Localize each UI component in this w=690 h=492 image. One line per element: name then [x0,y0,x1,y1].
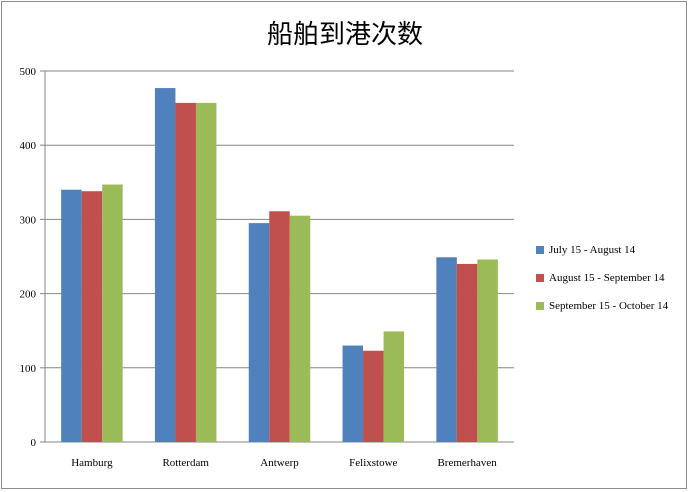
bar [102,184,123,442]
legend-item-series-3: September 15 - October 14 [536,292,668,320]
bar [363,350,384,442]
y-tick-label: 200 [20,289,37,301]
y-tick-label: 500 [20,66,37,78]
bar [175,102,196,442]
y-tick-label: 400 [20,140,37,152]
bar [195,102,217,442]
bar [342,345,364,442]
y-tick-label: 100 [20,363,37,375]
bar [436,257,457,442]
legend-label-series-1: July 15 - August 14 [549,244,636,256]
chart-legend: July 15 - August 14 August 15 - Septembe… [536,236,668,320]
chart-title: 船舶到港次数 [266,20,423,50]
legend-item-series-2: August 15 - September 14 [536,264,668,292]
x-tick-label: Hamburg [71,457,113,469]
y-tick-label: 300 [20,214,37,226]
legend-item-series-1: July 15 - August 14 [536,236,668,264]
x-tick-label: Bremerhaven [437,457,497,469]
bar [383,331,405,442]
bar [289,215,311,442]
legend-swatch-series-2 [536,274,544,282]
x-tick-label: Antwerp [260,457,299,469]
bar [61,189,82,442]
bar [269,211,290,442]
bar [456,263,478,442]
legend-swatch-series-1 [536,246,544,254]
legend-label-series-3: September 15 - October 14 [549,300,669,312]
legend-label-series-2: August 15 - September 14 [549,272,665,284]
bar [81,191,103,442]
x-tick-label: Felixstowe [349,457,397,469]
legend-swatch-series-3 [536,302,544,310]
bar [154,88,176,442]
y-tick-label: 0 [31,437,37,449]
bar [248,223,270,442]
bar [477,259,498,442]
x-tick-label: Rotterdam [162,457,209,469]
